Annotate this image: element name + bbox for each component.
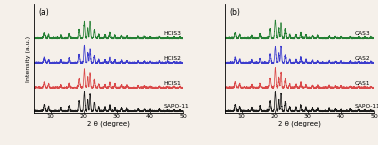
X-axis label: 2 θ (degree): 2 θ (degree) [87,121,130,127]
Text: (b): (b) [229,8,240,17]
Text: HCIS3: HCIS3 [163,31,181,36]
Text: SAPO-11: SAPO-11 [163,104,189,109]
Text: (a): (a) [39,8,49,17]
Text: CAS3: CAS3 [354,31,370,36]
Text: HCIS2: HCIS2 [163,56,181,61]
Y-axis label: Intensity (a.u.): Intensity (a.u.) [26,36,31,82]
X-axis label: 2 θ (degree): 2 θ (degree) [278,121,321,127]
Text: HCIS1: HCIS1 [163,81,181,86]
Text: CAS1: CAS1 [354,81,370,86]
Text: CAS2: CAS2 [354,56,370,61]
Text: SAPO-11: SAPO-11 [354,104,378,109]
